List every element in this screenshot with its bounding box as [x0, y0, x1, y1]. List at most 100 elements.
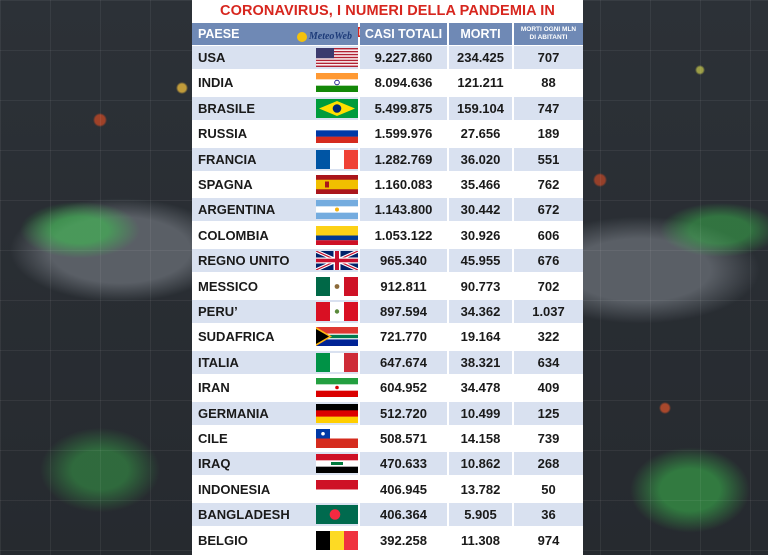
deaths: 159.104	[449, 96, 512, 120]
germany-flag-icon	[316, 403, 358, 423]
deaths: 30.442	[449, 198, 512, 222]
belgium-flag-icon	[316, 530, 358, 550]
south-africa-flag-icon	[316, 327, 358, 347]
deaths: 34.362	[449, 300, 512, 323]
indonesia-flag-icon	[316, 479, 358, 499]
deaths-per-million: 409	[514, 376, 583, 400]
deaths: 38.321	[449, 350, 512, 374]
deaths: 14.158	[449, 427, 512, 450]
table-row: ITALIA 647.674 38.321 634	[192, 350, 583, 374]
header-country: PAESE MeteoWeb	[192, 23, 358, 45]
deaths: 10.862	[449, 452, 512, 476]
deaths-per-million: 672	[514, 198, 583, 222]
india-flag-icon	[316, 73, 358, 93]
total-cases: 470.633	[360, 452, 447, 476]
total-cases: 512.720	[360, 401, 447, 425]
header-deaths-per-million: MORTI OGNI MLN DI ABITANTI	[514, 23, 583, 45]
deaths-per-million: 702	[514, 274, 583, 298]
deaths-per-million: 707	[514, 46, 583, 69]
table-row: SPAGNA 1.160.083 35.466 762	[192, 173, 583, 196]
total-cases: 392.258	[360, 528, 447, 552]
deaths: 121.211	[449, 71, 512, 95]
deaths-per-million: 1.037	[514, 300, 583, 323]
total-cases: 406.364	[360, 503, 447, 527]
deaths: 45.955	[449, 249, 512, 273]
page-title: CORONAVIRUS, I NUMERI DELLA PANDEMIA IN …	[220, 3, 555, 41]
argentina-flag-icon	[316, 200, 358, 220]
total-cases: 897.594	[360, 300, 447, 323]
deaths: 19.164	[449, 325, 512, 349]
header-rate-line2: DI ABITANTI	[529, 34, 568, 41]
table-row: PERU’ 897.594 34.362 1.037	[192, 300, 583, 323]
total-cases: 912.811	[360, 274, 447, 298]
deaths: 34.478	[449, 376, 512, 400]
deaths-per-million: 974	[514, 528, 583, 552]
deaths: 35.466	[449, 173, 512, 196]
table-row: IRAN 604.952 34.478 409	[192, 376, 583, 400]
uk-flag-icon	[316, 251, 358, 271]
deaths: 234.425	[449, 46, 512, 69]
total-cases: 1.160.083	[360, 173, 447, 196]
deaths: 90.773	[449, 274, 512, 298]
deaths-per-million: 268	[514, 452, 583, 476]
deaths-per-million: 125	[514, 401, 583, 425]
table-row: COLOMBIA 1.053.122 30.926 606	[192, 223, 583, 247]
total-cases: 604.952	[360, 376, 447, 400]
deaths-per-million: 551	[514, 147, 583, 171]
table-row: USA 9.227.860 234.425 707	[192, 46, 583, 69]
deaths-per-million: 747	[514, 96, 583, 120]
russia-flag-icon	[316, 124, 358, 144]
table-row: MESSICO 912.811 90.773 702	[192, 274, 583, 298]
bangladesh-flag-icon	[316, 505, 358, 525]
total-cases: 721.770	[360, 325, 447, 349]
total-cases: 965.340	[360, 249, 447, 273]
deaths: 10.499	[449, 401, 512, 425]
deaths-per-million: 739	[514, 427, 583, 450]
sun-icon	[296, 32, 307, 42]
table-row: FRANCIA 1.282.769 36.020 551	[192, 147, 583, 171]
meteoweb-logo: MeteoWeb	[296, 26, 352, 48]
deaths: 30.926	[449, 223, 512, 247]
header-rate-line1: MORTI OGNI MLN	[520, 26, 577, 33]
stats-panel: CORONAVIRUS, I NUMERI DELLA PANDEMIA IN …	[192, 0, 583, 555]
total-cases: 647.674	[360, 350, 447, 374]
table-row: ARGENTINA 1.143.800 30.442 672	[192, 198, 583, 222]
table-row: INDIA 8.094.636 121.211 88	[192, 71, 583, 95]
table-row: BELGIO 392.258 11.308 974	[192, 528, 583, 552]
table-row: INDONESIA 406.945 13.782 50	[192, 477, 583, 501]
deaths: 36.020	[449, 147, 512, 171]
deaths-per-million: 634	[514, 350, 583, 374]
spain-flag-icon	[316, 175, 358, 194]
table-row: BANGLADESH 406.364 5.905 36	[192, 503, 583, 527]
total-cases: 8.094.636	[360, 71, 447, 95]
table-row: BRASILE 5.499.875 159.104 747	[192, 96, 583, 120]
header-cases: CASI TOTALI	[360, 23, 447, 45]
deaths: 11.308	[449, 528, 512, 552]
total-cases: 508.571	[360, 427, 447, 450]
chile-flag-icon	[316, 429, 358, 448]
logo-text: MeteoWeb	[308, 31, 352, 42]
table-header: PAESE MeteoWeb CASI TOTALI MORTI MORTI O…	[192, 23, 583, 45]
deaths: 27.656	[449, 122, 512, 146]
deaths: 13.782	[449, 477, 512, 501]
total-cases: 1.282.769	[360, 147, 447, 171]
deaths-per-million: 676	[514, 249, 583, 273]
deaths-per-million: 189	[514, 122, 583, 146]
total-cases: 406.945	[360, 477, 447, 501]
france-flag-icon	[316, 149, 358, 169]
colombia-flag-icon	[316, 225, 358, 245]
table-row: SUDAFRICA 721.770 19.164 322	[192, 325, 583, 349]
deaths-per-million: 322	[514, 325, 583, 349]
table-row: RUSSIA 1.599.976 27.656 189	[192, 122, 583, 146]
table-row: GERMANIA 512.720 10.499 125	[192, 401, 583, 425]
italy-flag-icon	[316, 352, 358, 372]
iran-flag-icon	[316, 378, 358, 398]
total-cases: 1.599.976	[360, 122, 447, 146]
table-row: REGNO UNITO 965.340 45.955 676	[192, 249, 583, 273]
mexico-flag-icon	[316, 276, 358, 296]
total-cases: 1.143.800	[360, 198, 447, 222]
iraq-flag-icon	[316, 454, 358, 474]
deaths-per-million: 88	[514, 71, 583, 95]
total-cases: 5.499.875	[360, 96, 447, 120]
table-row: CILE 508.571 14.158 739	[192, 427, 583, 450]
